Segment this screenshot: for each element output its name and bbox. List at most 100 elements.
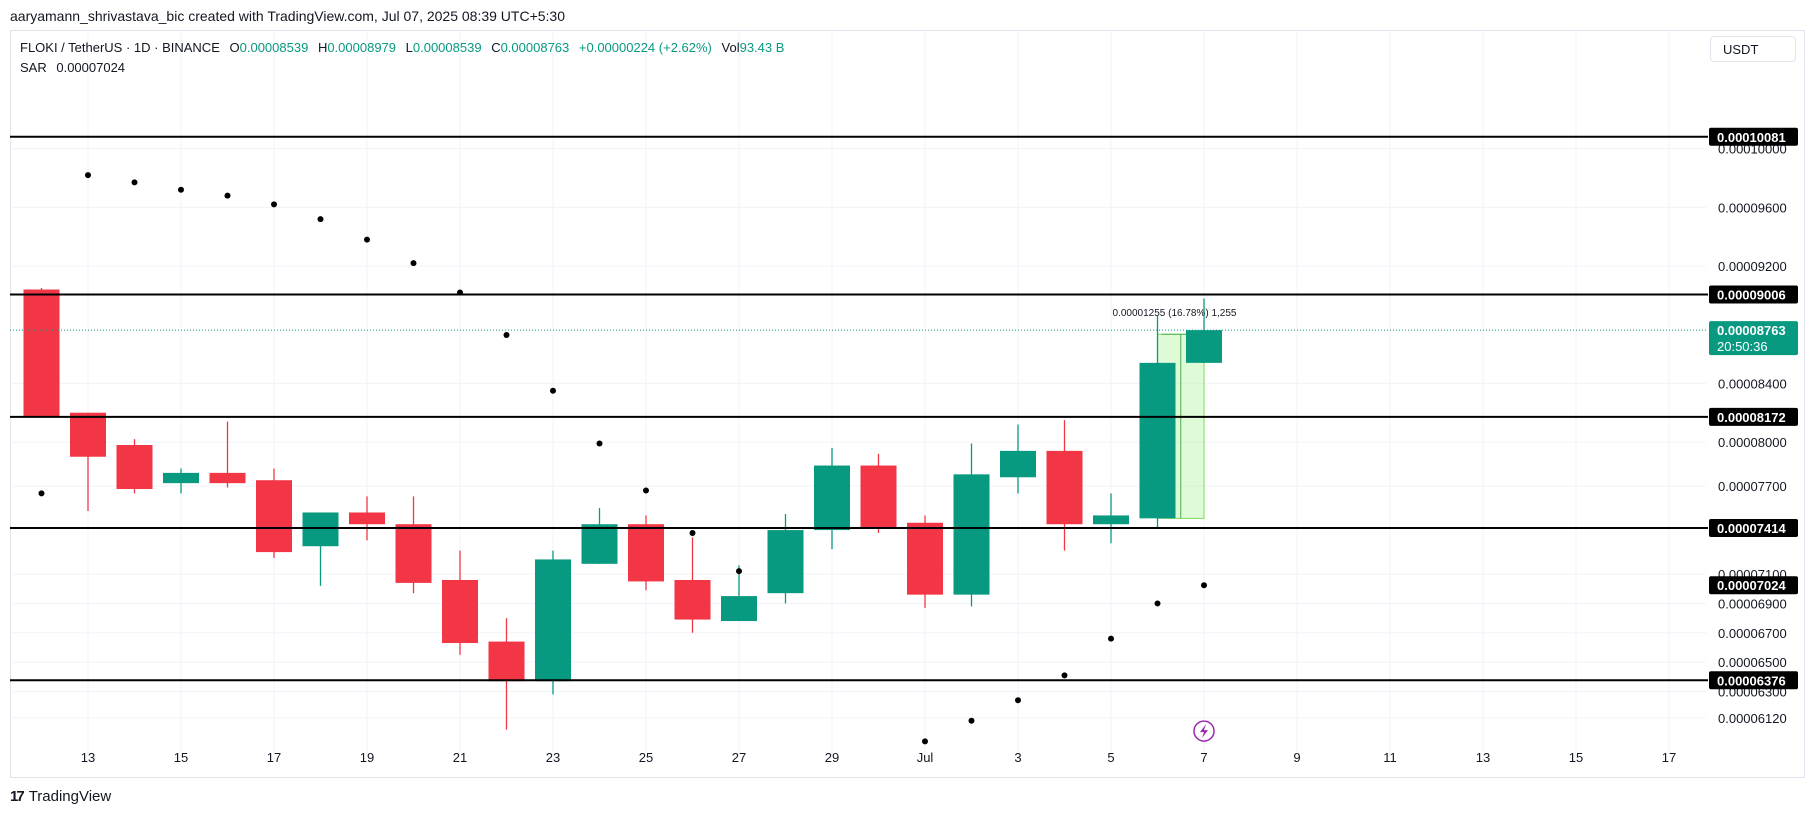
sar-dot: [317, 216, 324, 223]
x-tick-label: 17: [267, 750, 281, 765]
tradingview-logo[interactable]: 17 TradingView: [10, 788, 111, 805]
sar-value: 0.00007024: [56, 60, 126, 75]
candle: [1046, 420, 1083, 551]
candle: [628, 515, 664, 591]
candle: [488, 618, 525, 730]
candle-body: [256, 480, 292, 553]
high-value: 0.00008979: [327, 40, 397, 55]
x-tick-label: Jul: [917, 750, 934, 765]
level-tag-bg: [1709, 519, 1798, 538]
candle: [1186, 298, 1222, 364]
candle-body: [860, 465, 897, 528]
tradingview-mark-icon: 17: [10, 788, 25, 805]
low-label: L: [405, 40, 413, 55]
level-price-tag: 0.00009006: [1709, 285, 1798, 304]
low-value: 0.00008539: [412, 40, 482, 55]
sar-dot: [1061, 672, 1068, 679]
candle-body: [23, 289, 60, 418]
sar-dot: [968, 717, 975, 724]
candle-body: [1093, 515, 1129, 525]
candle-body: [116, 445, 153, 490]
level-tag-bg: [1709, 671, 1798, 690]
lightning-icon[interactable]: [1193, 720, 1215, 742]
currency-button[interactable]: USDT: [1710, 36, 1796, 62]
candle: [860, 453, 897, 534]
sar-dot: [1201, 582, 1207, 589]
sar-dot: [271, 201, 277, 208]
candle-body: [1139, 362, 1176, 519]
chart-frame: [10, 30, 1805, 778]
volume-label: Vol: [721, 40, 740, 55]
candle-body: [488, 641, 525, 682]
candle: [814, 447, 850, 550]
y-tick-label: 0.00006500: [1718, 655, 1787, 670]
sar-dot: [85, 172, 91, 179]
candle-body: [628, 524, 664, 582]
volume-value: 93.43 B: [739, 40, 785, 55]
candle: [116, 439, 153, 494]
candle: [953, 443, 990, 607]
level-price-tag: 0.00007414: [1709, 519, 1798, 538]
candle: [163, 468, 199, 494]
close-value: 0.00008763: [500, 40, 570, 55]
sar-dot: [736, 568, 742, 575]
candle-body: [721, 596, 757, 622]
candle-body: [302, 512, 339, 547]
sar-tag-text: 0.00007024: [1717, 578, 1786, 593]
candle-body: [442, 579, 478, 644]
x-tick-label: 15: [1569, 750, 1583, 765]
candle-body: [1046, 450, 1083, 525]
y-tick-label: 0.00009200: [1718, 259, 1787, 274]
sar-dot: [922, 738, 928, 745]
y-tick-label: 0.00006120: [1718, 711, 1787, 726]
x-tick-label: 17: [1662, 750, 1676, 765]
level-tag-bg: [1709, 127, 1798, 146]
symbol-label[interactable]: FLOKI / TetherUS · 1D · BINANCE: [20, 40, 220, 55]
chart-legend: FLOKI / TetherUS · 1D · BINANCE O0.00008…: [20, 38, 784, 78]
level-price-tag: 0.00010081: [1709, 127, 1798, 146]
sar-tag-bg: [1709, 576, 1798, 595]
y-tick-label: 0.00007700: [1718, 479, 1787, 494]
level-tag-text: 0.00008172: [1717, 410, 1786, 425]
candle: [1093, 493, 1129, 544]
candle: [209, 421, 246, 488]
sar-dot: [550, 387, 556, 394]
x-tick-label: 19: [360, 750, 374, 765]
chart-credit: aaryamann_shrivastava_bic created with T…: [10, 8, 566, 24]
candle-body: [581, 524, 618, 564]
candle-body: [814, 465, 850, 531]
candle-body: [349, 512, 385, 525]
candle-body: [907, 522, 943, 595]
sar-dot: [1108, 635, 1114, 642]
brand-name: TradingView: [28, 788, 112, 805]
x-tick-label: 15: [174, 750, 188, 765]
grid: [10, 31, 1706, 755]
sar-label[interactable]: SAR: [20, 60, 47, 75]
lightning-bolt: [1200, 724, 1208, 739]
sar-dot: [364, 236, 370, 243]
sar-dot: [457, 289, 463, 296]
x-tick-label: 25: [639, 750, 653, 765]
candle-body: [1000, 450, 1036, 478]
x-tick-label: 29: [825, 750, 839, 765]
level-tag-text: 0.00010081: [1717, 130, 1786, 145]
sar-row: SAR 0.00007024: [20, 58, 784, 78]
x-tick-label: 11: [1383, 750, 1397, 765]
candle: [302, 512, 339, 586]
candle-body: [209, 472, 246, 484]
last-price-bg: [1709, 321, 1798, 356]
high-label: H: [317, 40, 328, 55]
bar-countdown: 20:50:36: [1717, 339, 1768, 354]
level-price-tag: 0.00006376: [1709, 671, 1798, 690]
x-tick-label: 7: [1200, 750, 1207, 765]
level-tag-text: 0.00007414: [1717, 521, 1786, 536]
x-tick-label: 23: [546, 750, 560, 765]
level-tag-bg: [1709, 407, 1798, 426]
level-price-tag: 0.00008172: [1709, 407, 1798, 426]
sar-dot: [1154, 600, 1161, 607]
candle: [674, 537, 711, 633]
open-value: 0.00008539: [239, 40, 309, 55]
candle: [581, 508, 618, 564]
